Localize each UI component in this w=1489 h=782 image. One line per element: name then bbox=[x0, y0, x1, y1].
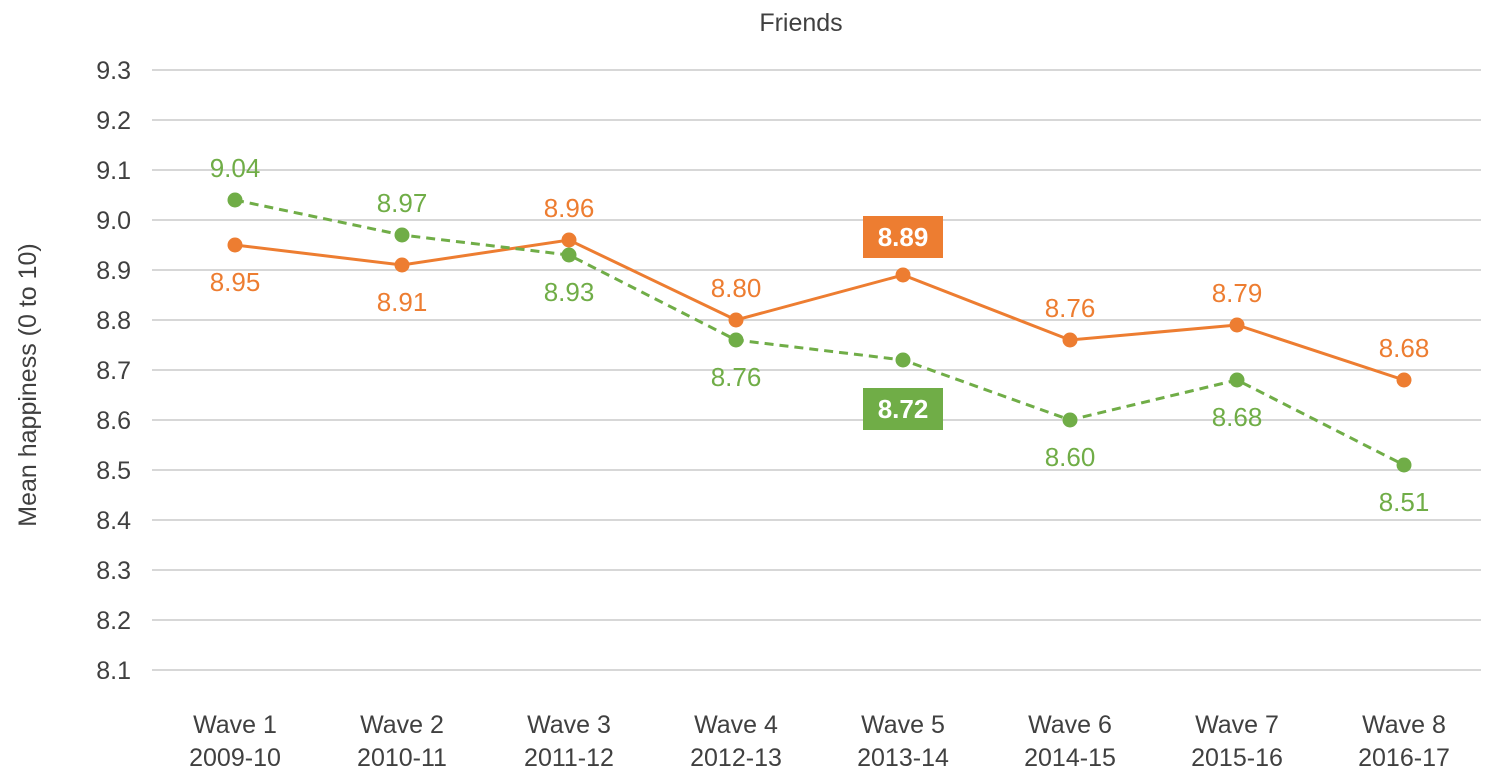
data-label: 8.93 bbox=[544, 277, 595, 307]
x-tick-label-years: 2015-16 bbox=[1191, 744, 1283, 772]
data-point bbox=[1229, 317, 1245, 333]
gridlines bbox=[152, 69, 1481, 671]
y-axis-label: Mean happiness (0 to 10) bbox=[14, 243, 42, 527]
data-label: 8.97 bbox=[377, 188, 428, 218]
highlight-data-label: 8.89 bbox=[878, 222, 929, 252]
x-tick-label-wave: Wave 5 bbox=[861, 711, 945, 739]
x-tick-label-wave: Wave 1 bbox=[193, 711, 277, 739]
data-label: 8.60 bbox=[1045, 442, 1096, 472]
data-point bbox=[227, 237, 243, 253]
chart-title: Friends bbox=[759, 9, 842, 37]
data-point bbox=[394, 227, 410, 243]
y-tick-label: 9.1 bbox=[96, 157, 131, 185]
data-point bbox=[561, 232, 577, 248]
data-point bbox=[1396, 457, 1412, 473]
data-point bbox=[1062, 332, 1078, 348]
data-series: 8.95 8.91 8.96 8.80 8.89 8.76 8.79 8.68 9.04 8.97… bbox=[210, 153, 1430, 517]
y-tick-label: 8.7 bbox=[96, 357, 131, 385]
data-point bbox=[1229, 372, 1245, 388]
series-0: 8.95 8.91 8.96 8.80 8.89 8.76 8.79 8.68 bbox=[210, 193, 1430, 388]
data-label: 8.76 bbox=[1045, 293, 1096, 323]
y-tick-label: 8.6 bbox=[96, 407, 131, 435]
highlight-data-label: 8.72 bbox=[878, 394, 929, 424]
y-tick-label: 8.8 bbox=[96, 307, 131, 335]
x-tick-label-wave: Wave 8 bbox=[1362, 711, 1446, 739]
data-point bbox=[895, 267, 911, 283]
data-label: 8.96 bbox=[544, 193, 595, 223]
data-label: 8.95 bbox=[210, 267, 261, 297]
x-tick-label-wave: Wave 2 bbox=[360, 711, 444, 739]
data-point bbox=[394, 257, 410, 273]
x-tick-label-years: 2011-12 bbox=[524, 744, 614, 772]
x-tick-label-years: 2013-14 bbox=[857, 744, 949, 772]
data-point bbox=[561, 247, 577, 263]
data-label: 8.68 bbox=[1212, 402, 1263, 432]
data-label: 8.91 bbox=[377, 287, 428, 317]
data-label: 8.80 bbox=[711, 273, 762, 303]
series-line bbox=[234, 198, 1405, 467]
data-label: 8.51 bbox=[1379, 487, 1430, 517]
data-point bbox=[895, 352, 911, 368]
data-point bbox=[227, 192, 243, 208]
x-tick-label-wave: Wave 3 bbox=[527, 711, 611, 739]
series-1: 9.04 8.97 8.93 8.76 8.72 8.60 8.68 8.51 bbox=[210, 153, 1430, 517]
data-label: 8.76 bbox=[711, 362, 762, 392]
y-tick-label: 8.9 bbox=[96, 257, 131, 285]
y-tick-label: 8.5 bbox=[96, 457, 131, 485]
y-tick-label: 9.0 bbox=[96, 207, 131, 235]
data-point bbox=[728, 312, 744, 328]
x-tick-label-years: 2010-11 bbox=[357, 744, 447, 772]
series-line bbox=[234, 238, 1405, 382]
data-label: 9.04 bbox=[210, 153, 261, 183]
highlight-label-box bbox=[863, 388, 943, 430]
x-tick-label-wave: Wave 6 bbox=[1028, 711, 1112, 739]
x-tick-label-years: 2009-10 bbox=[189, 744, 281, 772]
x-tick-label-years: 2014-15 bbox=[1024, 744, 1116, 772]
x-tick-label-wave: Wave 4 bbox=[694, 711, 778, 739]
data-point bbox=[1396, 372, 1412, 388]
data-label: 8.68 bbox=[1379, 333, 1430, 363]
y-tick-label: 8.4 bbox=[96, 507, 131, 535]
data-point bbox=[1062, 412, 1078, 428]
x-tick-labels: Wave 1 2009-10 Wave 2 2010-11 Wave 3 2011-12 W… bbox=[189, 711, 1450, 772]
x-tick-label-years: 2016-17 bbox=[1358, 744, 1450, 772]
highlight-label-box bbox=[863, 216, 943, 258]
y-tick-label: 9.2 bbox=[96, 107, 131, 135]
y-tick-label: 8.3 bbox=[96, 557, 131, 585]
y-tick-label: 9.3 bbox=[96, 57, 131, 85]
data-label: 8.79 bbox=[1212, 278, 1263, 308]
x-tick-label-wave: Wave 7 bbox=[1195, 711, 1279, 739]
x-tick-label-years: 2012-13 bbox=[690, 744, 782, 772]
y-tick-label: 8.2 bbox=[96, 607, 131, 635]
y-tick-labels: 9.3 9.2 9.1 9.0 8.9 8.8 8.7 8.6 8.5 8.4 8.3 8.2 8.1 bbox=[96, 57, 131, 685]
y-tick-label: 8.1 bbox=[96, 657, 131, 685]
data-point bbox=[728, 332, 744, 348]
